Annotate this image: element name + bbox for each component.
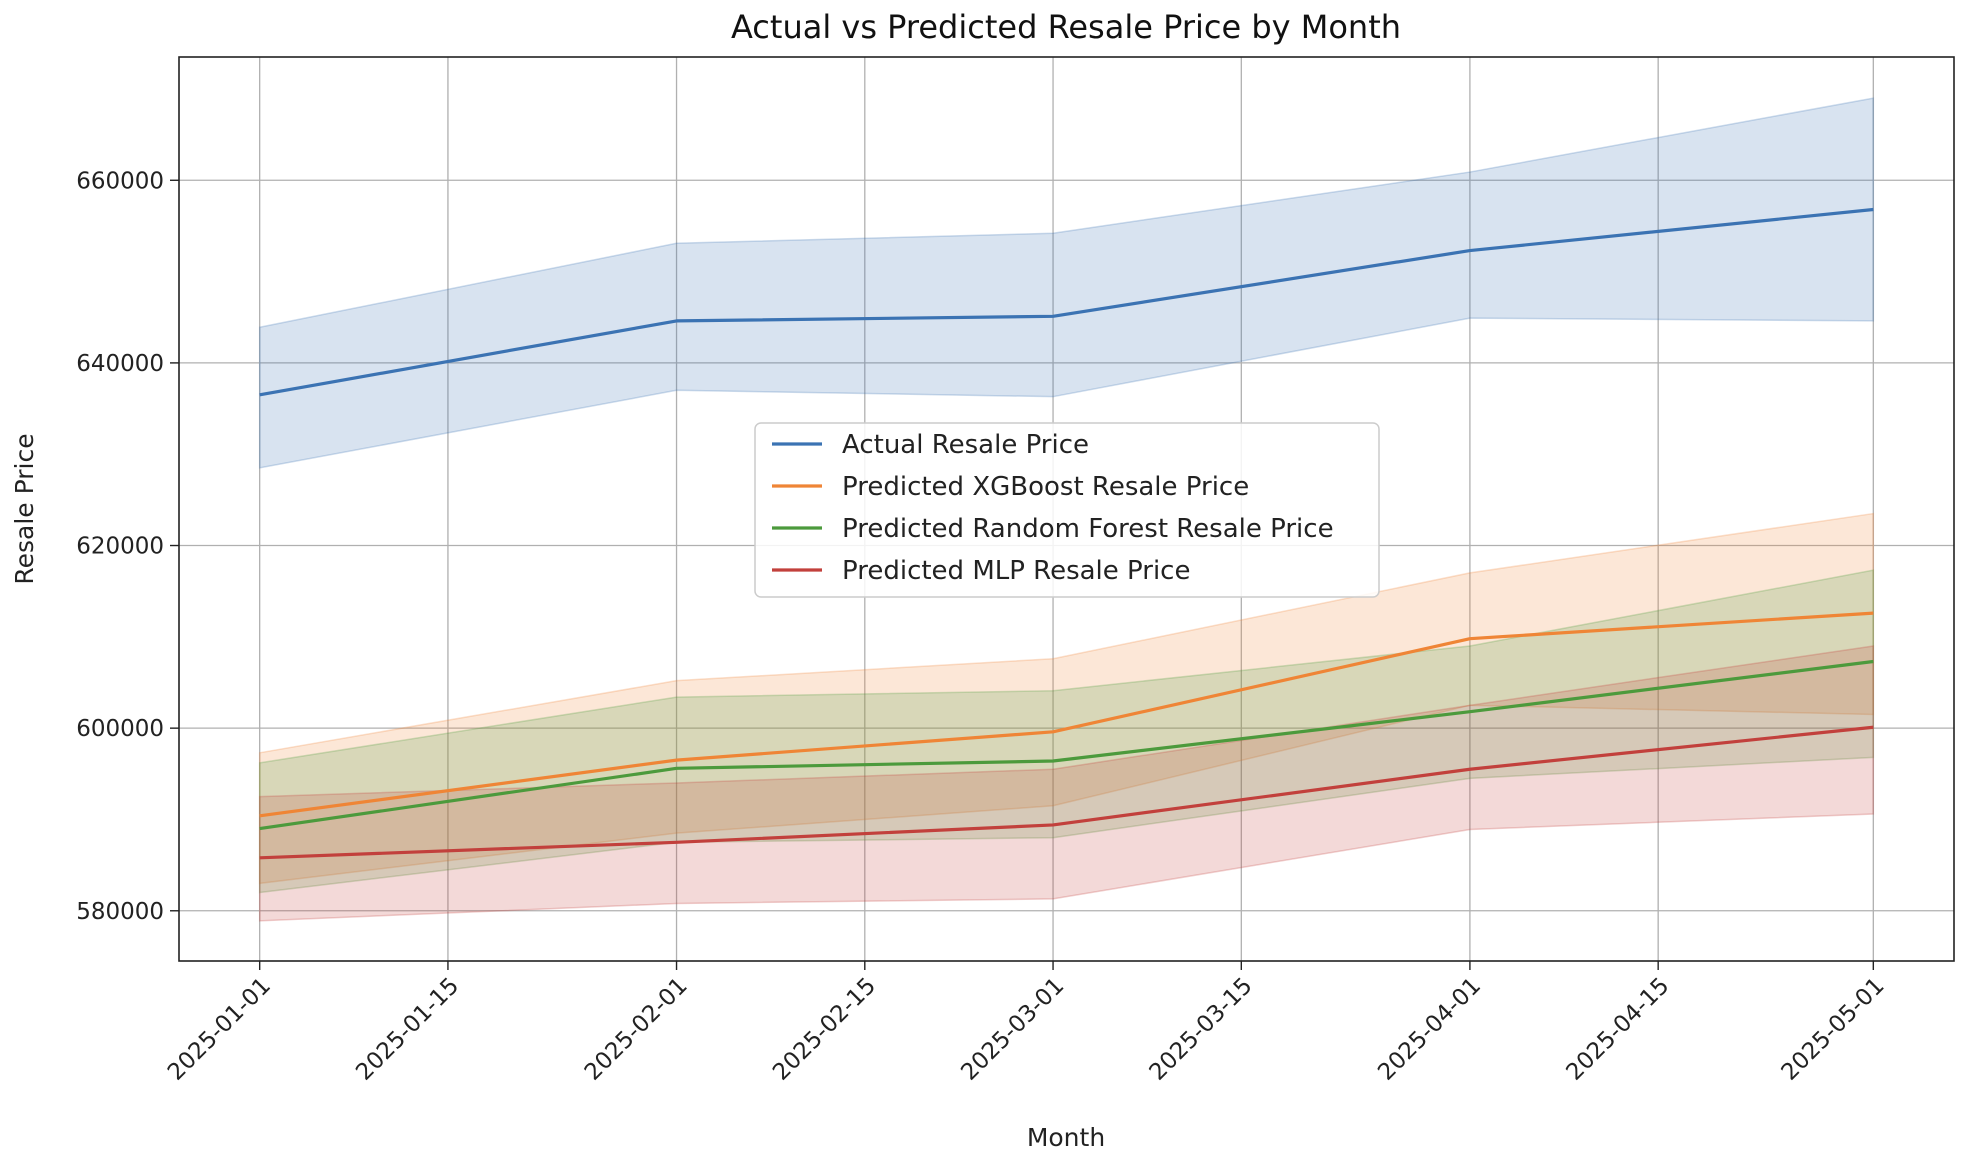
confidence-band-series-1 (258, 512, 1875, 885)
legend-label: Predicted XGBoost Resale Price (842, 472, 1249, 502)
confidence-band-series-2 (258, 569, 1875, 894)
y-tick-label: 580000 (76, 899, 164, 925)
confidence-band-series-0 (258, 97, 1875, 469)
y-axis-ticks: 580000 600000 620000 640000 660000 (76, 168, 179, 925)
series-line-2 (259, 659, 1874, 831)
series-lines (259, 207, 1874, 860)
x-axis-label: Month (1027, 1123, 1105, 1152)
legend: Actual Resale Price Predicted XGBoost Res… (754, 422, 1380, 598)
y-tick-label: 660000 (76, 168, 164, 194)
y-tick-label: 640000 (76, 351, 164, 377)
confidence-bands (258, 97, 1875, 922)
confidence-band-series-3 (258, 645, 1875, 922)
legend-label: Actual Resale Price (842, 430, 1089, 460)
y-tick-label: 600000 (76, 716, 164, 742)
series-line-3 (259, 725, 1874, 860)
series-line-1 (259, 611, 1874, 818)
series-line-0 (259, 207, 1874, 397)
y-axis-label: Resale Price (10, 433, 39, 584)
y-tick-label: 620000 (76, 534, 164, 560)
plot-frame (178, 56, 1955, 962)
legend-box (754, 422, 1380, 598)
legend-label: Predicted Random Forest Resale Price (842, 514, 1334, 544)
chart-title: Actual vs Predicted Resale Price by Mont… (731, 8, 1401, 46)
legend-label: Predicted MLP Resale Price (842, 556, 1190, 586)
